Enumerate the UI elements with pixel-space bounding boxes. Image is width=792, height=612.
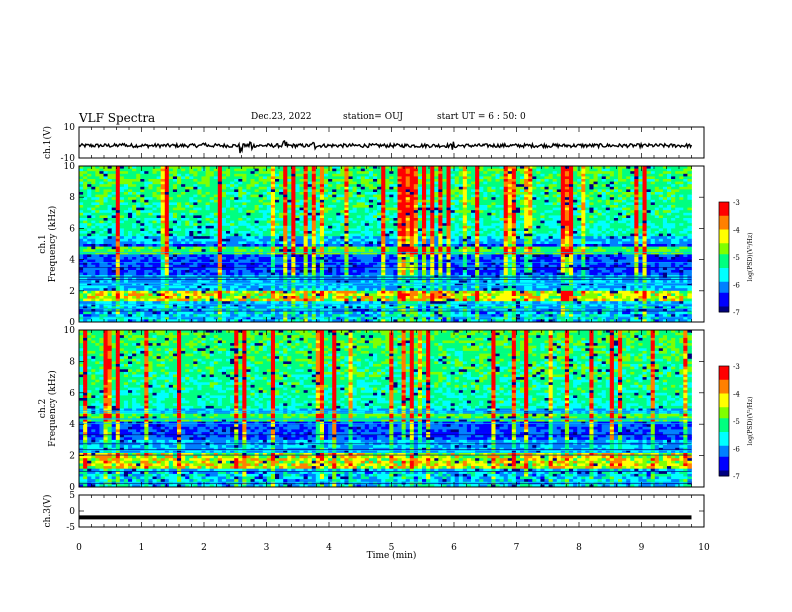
y-axis-label: Frequency (kHz) [47, 206, 58, 283]
x-tick-label: 3 [264, 543, 270, 553]
colorbar-ch2 [718, 365, 730, 477]
y-tick-label: 0 [69, 483, 75, 493]
colorbar-tick-label: -5 [733, 254, 740, 262]
x-tick-label: 6 [451, 543, 457, 553]
colorbar-label: log(PSD)(V²/Hz) [747, 397, 754, 446]
station-label: station= OUJ [343, 112, 404, 122]
y-axis-label: ch.1 [38, 234, 48, 253]
y-axis-label: Frequency (kHz) [47, 370, 58, 447]
colorbar-tick-label: -3 [733, 199, 740, 207]
y-tick-label: 6 [69, 224, 75, 234]
colorbar-ch1 [718, 201, 730, 313]
y-axis-label: ch.2 [38, 399, 48, 418]
y-tick-label: 4 [69, 420, 75, 430]
colorbar-tick-label: -7 [733, 473, 740, 481]
y-tick-label: 8 [69, 193, 75, 203]
y-axis-label: ch.3(V) [42, 495, 53, 528]
y-tick-label: 10 [64, 162, 76, 172]
ch1-waveform-line [78, 140, 693, 154]
x-axis-label: Time (min) [367, 550, 417, 561]
y-tick-label: 10 [64, 326, 76, 336]
y-tick-label: 10 [64, 123, 76, 133]
colorbar-tick-label: -4 [733, 227, 740, 235]
y-tick-label: 6 [69, 389, 75, 399]
x-tick-label: 10 [698, 543, 710, 553]
colorbar-tick-label: -6 [733, 282, 740, 290]
y-tick-label: 0 [69, 507, 75, 517]
y-tick-label: 0 [69, 318, 75, 328]
start-time-label: start UT = 6 : 50: 0 [437, 112, 526, 122]
x-tick-label: 2 [201, 543, 207, 553]
y-axis-label: ch.1(V) [42, 126, 53, 159]
x-tick-label: 4 [326, 543, 332, 553]
x-tick-label: 5 [389, 543, 395, 553]
colorbar-tick-label: -5 [733, 418, 740, 426]
colorbar-tick-label: -4 [733, 391, 740, 399]
y-tick-label: 4 [69, 256, 75, 266]
x-tick-label: 7 [514, 543, 520, 553]
date-label: Dec.23, 2022 [251, 112, 312, 122]
colorbar-label: log(PSD)(V²/Hz) [747, 233, 754, 282]
x-tick-label: 8 [576, 543, 582, 553]
y-tick-label: 2 [69, 452, 75, 462]
y-tick-label: 2 [69, 287, 75, 297]
y-tick-label: 8 [69, 357, 75, 367]
colorbar-tick-label: -6 [733, 446, 740, 454]
y-tick-label: 5 [69, 491, 75, 501]
spectrogram-ch1 [79, 166, 692, 323]
colorbar-tick-label: -3 [733, 363, 740, 371]
x-tick-label: 0 [76, 543, 82, 553]
colorbar-tick-label: -7 [733, 309, 740, 317]
chart-title: VLF Spectra [79, 111, 156, 125]
x-tick-label: 1 [139, 543, 145, 553]
spectrogram-ch2 [79, 330, 692, 488]
x-tick-label: 9 [639, 543, 645, 553]
y-tick-label: -10 [61, 154, 76, 164]
y-tick-label: -5 [66, 523, 75, 533]
